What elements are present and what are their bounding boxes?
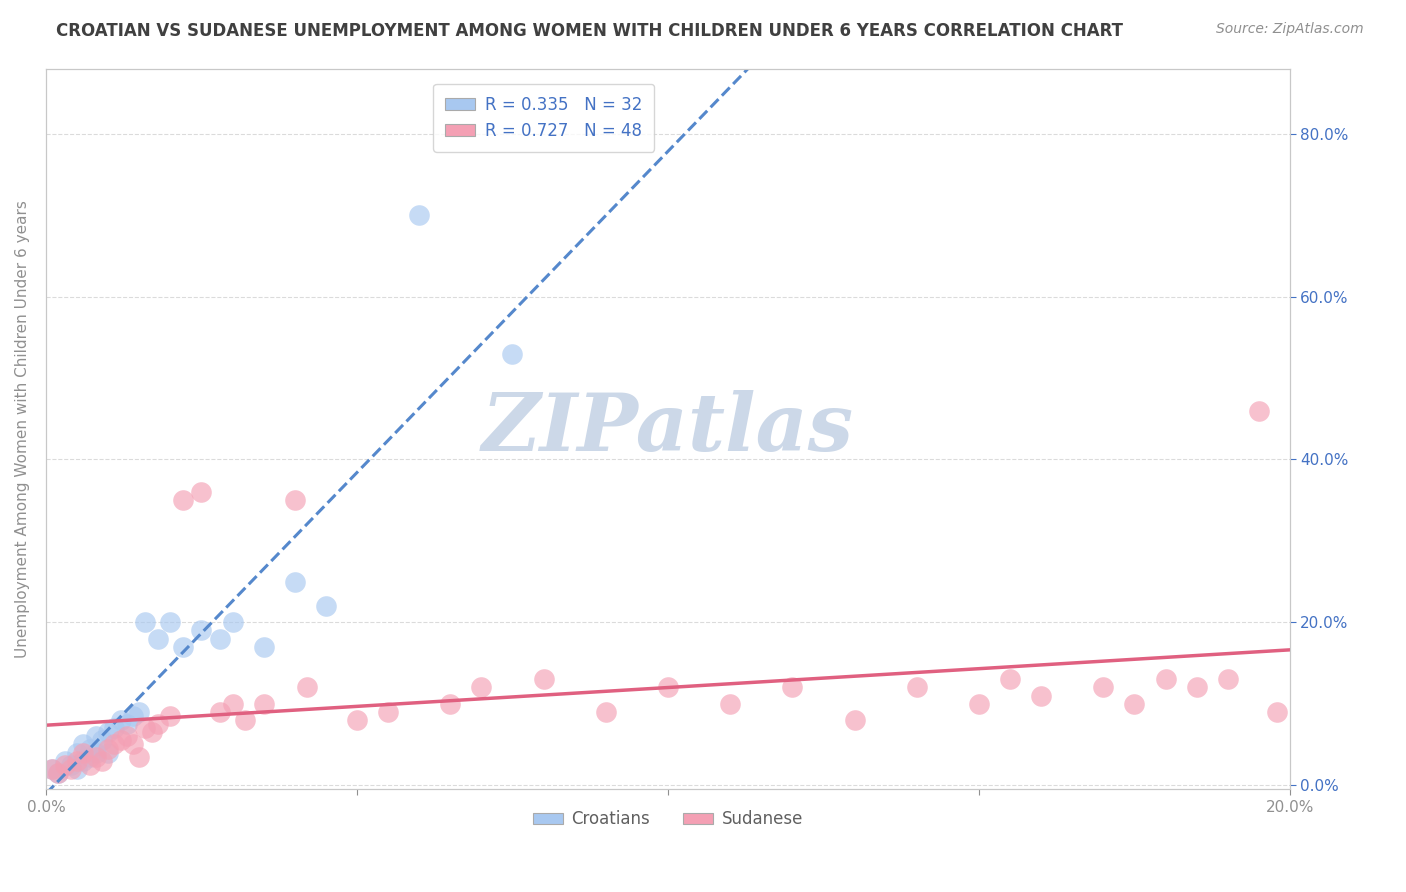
Point — [190, 624, 212, 638]
Point — [253, 640, 276, 654]
Point — [1247, 403, 1270, 417]
Point — [134, 615, 156, 630]
Point — [146, 717, 169, 731]
Point — [1029, 689, 1052, 703]
Point — [190, 485, 212, 500]
Point — [72, 746, 94, 760]
Point — [1154, 673, 1177, 687]
Point — [53, 757, 76, 772]
Point — [905, 681, 928, 695]
Point — [97, 725, 120, 739]
Point — [1123, 697, 1146, 711]
Point — [844, 713, 866, 727]
Point — [146, 632, 169, 646]
Point — [97, 746, 120, 760]
Point — [48, 766, 70, 780]
Point — [41, 762, 63, 776]
Point — [103, 721, 125, 735]
Point — [284, 493, 307, 508]
Point — [84, 749, 107, 764]
Text: CROATIAN VS SUDANESE UNEMPLOYMENT AMONG WOMEN WITH CHILDREN UNDER 6 YEARS CORREL: CROATIAN VS SUDANESE UNEMPLOYMENT AMONG … — [56, 22, 1123, 40]
Point — [48, 766, 70, 780]
Point — [657, 681, 679, 695]
Point — [470, 681, 492, 695]
Point — [84, 746, 107, 760]
Point — [209, 705, 232, 719]
Point — [128, 705, 150, 719]
Point — [253, 697, 276, 711]
Point — [967, 697, 990, 711]
Point — [84, 729, 107, 743]
Text: ZIPatlas: ZIPatlas — [482, 390, 853, 467]
Point — [115, 717, 138, 731]
Point — [110, 733, 132, 747]
Point — [1185, 681, 1208, 695]
Point — [134, 721, 156, 735]
Point — [128, 749, 150, 764]
Point — [439, 697, 461, 711]
Point — [233, 713, 256, 727]
Point — [41, 762, 63, 776]
Point — [718, 697, 741, 711]
Point — [122, 709, 145, 723]
Point — [221, 697, 243, 711]
Point — [315, 599, 337, 613]
Point — [377, 705, 399, 719]
Point — [91, 733, 114, 747]
Point — [533, 673, 555, 687]
Text: Source: ZipAtlas.com: Source: ZipAtlas.com — [1216, 22, 1364, 37]
Point — [172, 640, 194, 654]
Point — [595, 705, 617, 719]
Point — [66, 746, 89, 760]
Point — [221, 615, 243, 630]
Point — [1092, 681, 1115, 695]
Point — [97, 741, 120, 756]
Point — [72, 754, 94, 768]
Point — [782, 681, 804, 695]
Point — [346, 713, 368, 727]
Point — [172, 493, 194, 508]
Point — [1216, 673, 1239, 687]
Point — [115, 729, 138, 743]
Point — [79, 757, 101, 772]
Point — [159, 615, 181, 630]
Point — [103, 738, 125, 752]
Point — [66, 762, 89, 776]
Point — [295, 681, 318, 695]
Point — [501, 346, 523, 360]
Point — [79, 749, 101, 764]
Point — [91, 754, 114, 768]
Point — [79, 741, 101, 756]
Point — [408, 208, 430, 222]
Y-axis label: Unemployment Among Women with Children Under 6 years: Unemployment Among Women with Children U… — [15, 200, 30, 657]
Point — [284, 574, 307, 589]
Point — [1267, 705, 1289, 719]
Point — [53, 754, 76, 768]
Point — [122, 738, 145, 752]
Point — [141, 725, 163, 739]
Point — [66, 754, 89, 768]
Legend: Croatians, Sudanese: Croatians, Sudanese — [526, 804, 810, 835]
Point — [110, 713, 132, 727]
Point — [72, 738, 94, 752]
Point — [159, 709, 181, 723]
Point — [209, 632, 232, 646]
Point — [998, 673, 1021, 687]
Point — [59, 762, 82, 776]
Point — [59, 757, 82, 772]
